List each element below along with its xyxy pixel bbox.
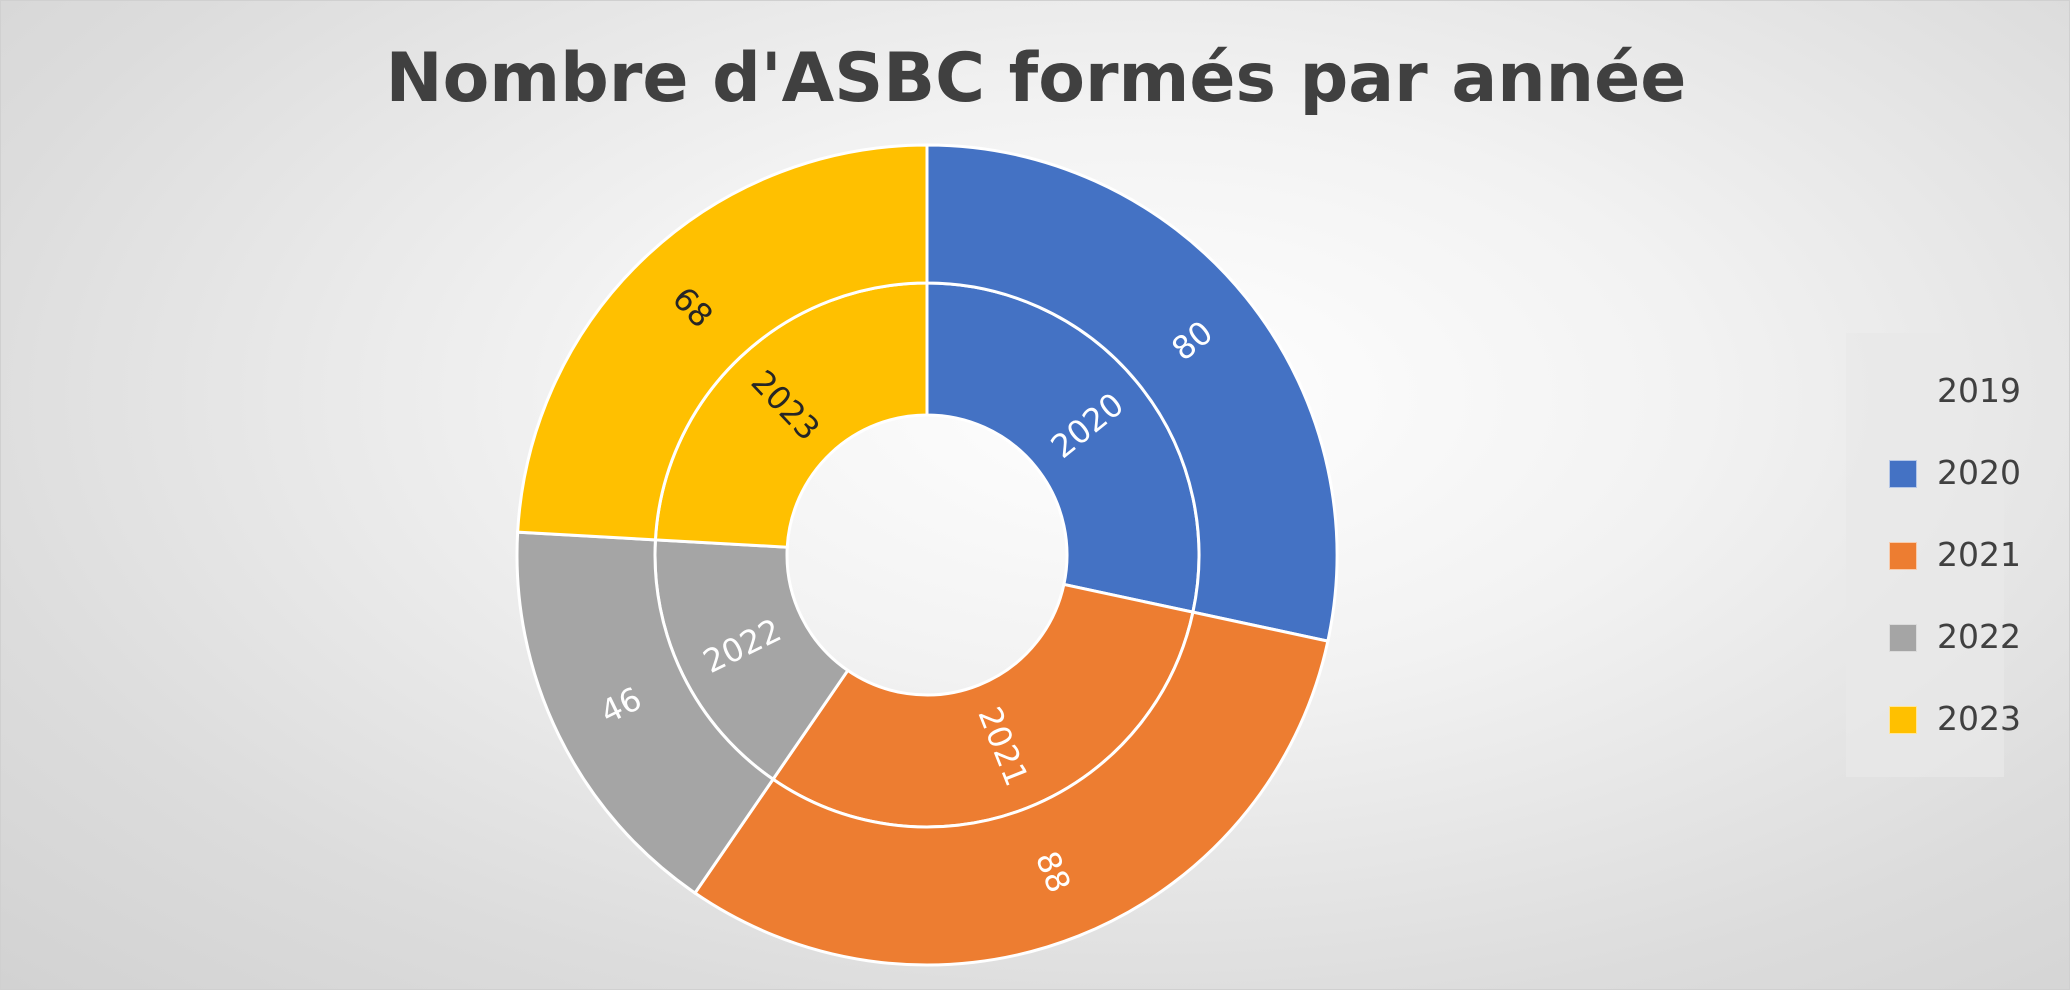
legend-item-2020: 2020	[1846, 447, 2021, 507]
legend-label-2022: 2022	[1937, 617, 2021, 656]
legend-swatch-2020	[1889, 460, 1917, 488]
legend-swatch-2023	[1889, 706, 1917, 734]
slice-ring2-2021	[692, 610, 1330, 967]
legend-label-2020: 2020	[1937, 453, 2021, 492]
legend-label-2019: 2019	[1937, 371, 2021, 410]
legend-label-2023: 2023	[1937, 699, 2021, 738]
legend-item-2022: 2022	[1846, 611, 2021, 671]
legend-swatch-2022	[1889, 624, 1917, 652]
legend: 2019 2020 2021 2022 2023	[1846, 333, 2021, 777]
slices-group	[515, 143, 1339, 967]
chart-title: Nombre d'ASBC formés par année	[385, 39, 1687, 118]
legend-item-2019: 2019	[1846, 365, 2021, 425]
slice-ring2-2023	[516, 143, 929, 542]
legend-item-2023: 2023	[1846, 693, 2021, 753]
legend-item-2021: 2021	[1846, 529, 2021, 589]
slice-ring2-2020	[925, 143, 1339, 643]
legend-label-2021: 2021	[1937, 535, 2021, 574]
legend-swatch-2021	[1889, 542, 1917, 570]
